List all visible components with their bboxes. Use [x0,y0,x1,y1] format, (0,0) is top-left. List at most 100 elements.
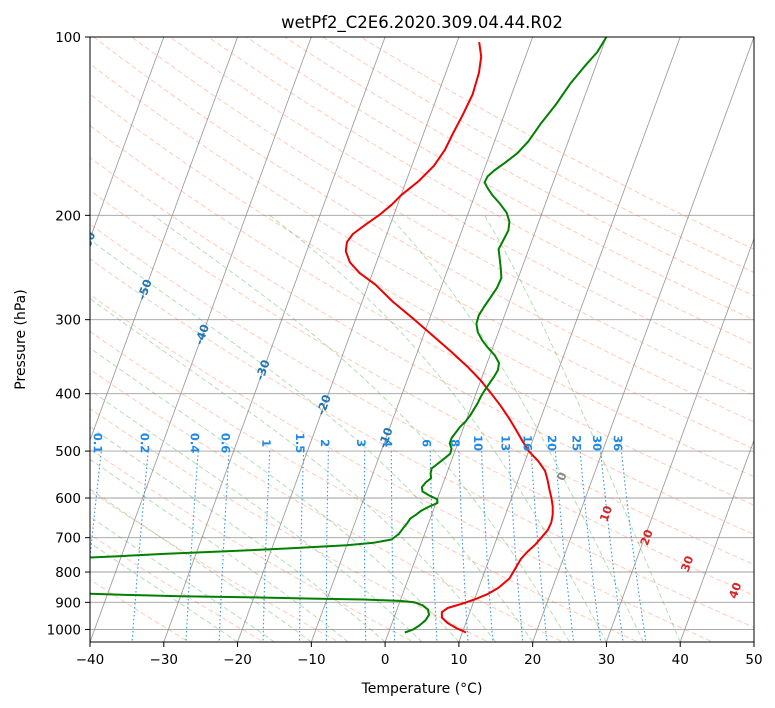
mixing-ratio-line [299,451,305,642]
mixing-ratio-line [620,451,647,642]
mixing-ratio-label: 13 [498,435,512,451]
mixing-ratio-label: 1 [259,439,273,447]
mixing-ratio-line [218,451,230,642]
isotherm-line [310,37,534,642]
moist-adiabat-line [90,347,460,642]
mixing-ratio-label: 2 [318,439,332,447]
isotherm-line [753,640,754,642]
moist-adiabat-line [90,426,386,642]
mixing-ratio-label: 16 [521,435,535,451]
mixing-ratio-line [325,451,329,642]
dry-adiabats-group [90,37,754,642]
mixing-ratio-label: 25 [570,435,584,451]
isotherm-line [90,37,165,240]
mixing-ratio-line [262,451,271,642]
mixing-ratio-line [458,451,469,642]
isotherm-line [458,37,681,642]
mixing-ratio-line [390,451,396,642]
moist-adiabats-group [90,214,681,642]
moist-adiabat-line [388,214,644,642]
mixing-ratio-label: 0.6 [219,433,233,453]
dewpoint-profile-line [90,37,608,634]
dry-adiabat-line [90,368,565,642]
x-tick-label: 20 [524,652,541,668]
dry-adiabat-line [360,37,754,250]
plot-area: -100-90-80-70-60-50-40-30-20-100.10.20.4… [90,37,754,642]
x-tick-label: −40 [76,652,105,668]
x-axis-ticks: −40 −30 −20 −10 0 10 20 30 40 50 [76,642,763,668]
mixing-ratio-label: 4 [381,439,395,447]
moist-adiabat-line [90,239,534,642]
y-tick-label: 200 [55,208,81,224]
x-tick-label: 0 [381,652,390,668]
mixing-ratio-label: 0.1 [91,433,105,453]
x-tick-label: −10 [297,652,326,668]
dry-adiabat-label: -40 [192,322,212,346]
y-tick-label: 100 [55,30,81,46]
moist-adiabat-line [269,214,607,642]
chart-title: wetPf2_C2E6.2020.309.04.44.R02 [281,13,563,33]
mixing-ratio-label: 8 [448,439,462,447]
dry-adiabat-label: -30 [253,358,273,382]
mixing-ratio-label: 6 [420,439,434,447]
y-tick-label: 500 [55,444,81,460]
x-tick-label: −20 [223,652,252,668]
y-axis-label: Pressure (hPa) [13,289,29,389]
mixing-ratio-line [90,451,102,563]
moist-adiabat-label: 40 [726,581,745,601]
moist-adiabat-label: 30 [678,554,697,574]
mixing-ratio-line [481,451,494,642]
mixing-ratio-label: 1.5 [293,433,307,453]
y-tick-label: 300 [55,313,81,329]
mixing-ratio-label: 3 [354,439,368,447]
dry-adiabat-label: -20 [314,393,334,417]
x-tick-label: 10 [450,652,467,668]
mixing-ratio-line [131,451,149,642]
moist-adiabat-line [484,215,681,642]
dry-adiabat-line [90,294,714,642]
mixing-ratio-label: 0.2 [138,433,152,453]
moist-adiabat-label: 0 [554,470,570,482]
dry-adiabat-line [90,93,754,478]
mixing-ratio-label: 10 [471,435,485,451]
dry-adiabat-line [90,189,754,566]
mixing-ratio-label: 30 [590,435,604,451]
moist-adiabat-line [90,542,238,642]
mixing-ratio-line [600,451,624,642]
y-tick-label: 800 [55,565,81,581]
isotherm-line [163,37,386,642]
mixing-ratio-line [429,451,438,642]
x-tick-label: 40 [672,652,689,668]
x-tick-label: 50 [745,652,762,668]
mixing-ratio-line [530,451,548,642]
mixing-ratio-lines-group [90,451,647,642]
y-tick-label: 700 [55,531,81,547]
isotherm-line [679,439,754,642]
dry-adiabat-line [90,490,340,642]
plot-frame [89,36,755,643]
dry-adiabat-label: -10 [375,426,395,450]
mixing-ratio-line [185,451,199,642]
isobars-group [90,37,754,630]
mixing-ratio-label: 36 [611,435,625,451]
y-tick-label: 600 [55,491,81,507]
dry-adiabat-line [245,37,754,321]
mixing-ratio-label: 0.4 [188,433,202,453]
moist-adiabat-label: 20 [637,528,656,548]
moist-adiabat-line [90,488,312,642]
dry-adiabat-line [283,37,754,297]
moist-adiabat-label: 10 [597,504,616,524]
y-axis-ticks: 100 200 300 400 500 600 700 800 900 1000 [47,30,90,638]
mixing-ratio-line [508,451,524,642]
isotherms-group [90,37,754,642]
moist-adiabat-line [90,389,423,642]
moist-adiabat-line [152,214,571,642]
dry-adiabat-line [90,124,754,506]
y-tick-label: 900 [55,595,81,611]
x-axis-label: Temperature (°C) [361,681,483,697]
mixing-ratio-label: 20 [545,435,559,451]
y-tick-label: 400 [55,387,81,403]
moist-adiabat-line [90,298,497,642]
isotherm-line [384,37,607,642]
